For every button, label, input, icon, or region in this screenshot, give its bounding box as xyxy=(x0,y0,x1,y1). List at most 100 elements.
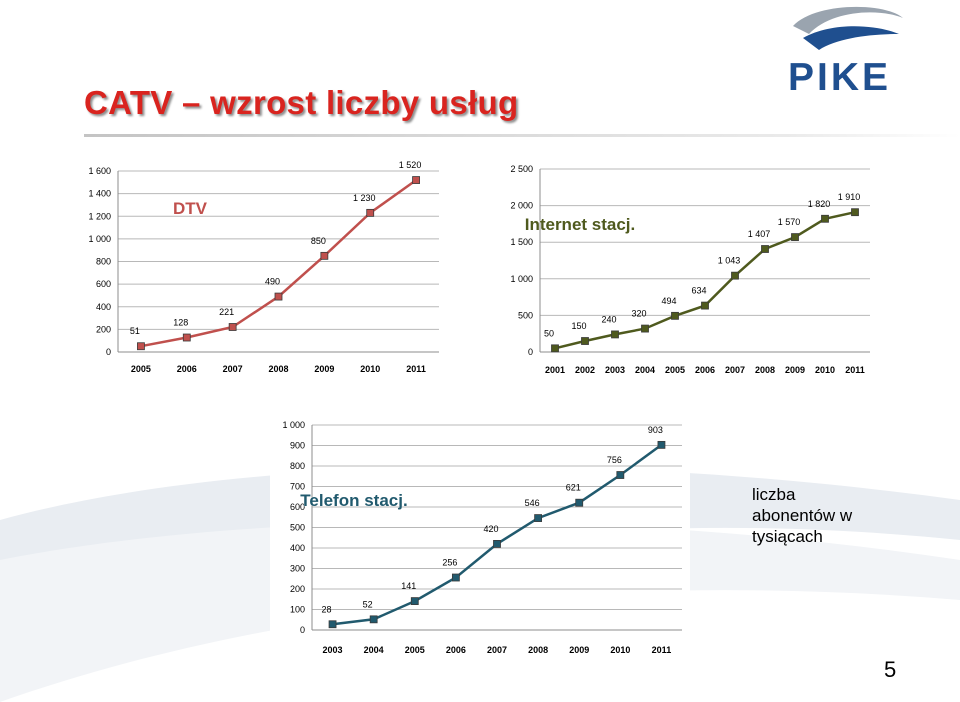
data-point xyxy=(581,337,589,345)
y-tick-label: 400 xyxy=(96,302,111,312)
data-point xyxy=(228,323,237,331)
data-label: 141 xyxy=(401,581,416,591)
data-point xyxy=(731,271,739,280)
data-label: 51 xyxy=(130,326,140,336)
data-point xyxy=(451,573,460,582)
x-tick-label: 2009 xyxy=(785,365,805,375)
x-tick-label: 2007 xyxy=(223,364,243,374)
y-tick-label: 0 xyxy=(528,347,533,357)
data-label: 903 xyxy=(648,425,663,435)
data-label: 494 xyxy=(661,296,676,306)
data-label: 1 910 xyxy=(838,192,861,202)
y-tick-label: 1 600 xyxy=(88,166,111,176)
data-point xyxy=(821,214,829,223)
data-label: 850 xyxy=(311,236,326,246)
data-point xyxy=(182,333,191,342)
data-label: 50 xyxy=(544,328,554,338)
y-tick-label: 600 xyxy=(290,502,305,512)
data-point xyxy=(761,245,769,253)
x-tick-label: 2004 xyxy=(364,645,384,655)
data-point xyxy=(611,330,619,339)
data-point xyxy=(412,176,420,184)
data-point xyxy=(410,597,419,605)
x-tick-label: 2007 xyxy=(487,645,507,655)
data-point xyxy=(641,324,649,333)
y-tick-label: 1 400 xyxy=(88,189,111,199)
y-tick-label: 600 xyxy=(96,279,111,289)
data-label: 1 043 xyxy=(718,256,741,266)
data-label: 756 xyxy=(607,455,622,465)
data-label: 1 520 xyxy=(399,160,422,170)
series-line xyxy=(332,443,663,626)
chart-dtv-svg: 0 200 400 600 800 1 000 1 200 1 400 1 600 2005 200… xyxy=(88,160,439,374)
y-tick-label: 500 xyxy=(290,523,305,533)
data-point xyxy=(851,208,859,217)
data-point xyxy=(616,471,625,479)
x-tick-label: 2011 xyxy=(652,645,672,655)
data-point xyxy=(701,301,709,310)
y-tick-label: 800 xyxy=(96,257,111,267)
y-tick-label: 1 000 xyxy=(510,274,533,284)
chart-phone-svg: 0 100 200 300 400 500 600 700 800 900 1 000 2003 200… xyxy=(282,420,682,655)
data-point xyxy=(657,440,666,449)
data-label: 128 xyxy=(173,318,188,328)
x-tick-label: 2006 xyxy=(177,364,197,374)
chart-internet: 0 500 1 000 1 500 2 000 2 500 2001 2002 2003 2004… xyxy=(502,157,880,381)
x-tick-label: 2001 xyxy=(545,365,565,375)
chart-title-internet: Internet stacj. xyxy=(525,215,636,234)
y-tick-label: 1 000 xyxy=(282,420,305,430)
data-point xyxy=(671,311,679,320)
x-tick-label: 2003 xyxy=(605,365,625,375)
x-tick-label: 2011 xyxy=(406,364,426,374)
x-tick-label: 2002 xyxy=(575,365,595,375)
y-tick-label: 0 xyxy=(300,625,305,635)
x-tick-label: 2008 xyxy=(528,645,548,655)
x-tick-label: 2009 xyxy=(314,364,334,374)
x-tick-label: 2009 xyxy=(569,645,589,655)
page-number: 5 xyxy=(884,657,897,682)
data-label: 52 xyxy=(363,599,373,609)
chart-title-dtv: DTV xyxy=(173,199,208,218)
x-tick-label: 2005 xyxy=(665,365,685,375)
x-tick-label: 2005 xyxy=(405,645,425,655)
data-label: 420 xyxy=(483,524,498,534)
x-tick-label: 2003 xyxy=(323,645,343,655)
data-point xyxy=(551,344,559,353)
data-label: 634 xyxy=(691,286,706,296)
data-point xyxy=(575,498,584,507)
pike-logo-icon xyxy=(793,6,903,50)
y-tick-label: 100 xyxy=(290,605,305,615)
x-tick-label: 2011 xyxy=(845,365,865,375)
data-label: 240 xyxy=(601,314,616,324)
chart-dtv: 0 200 400 600 800 1 000 1 200 1 400 1 600 2005 200… xyxy=(84,155,447,380)
x-tick-label: 2007 xyxy=(725,365,745,375)
data-point xyxy=(369,615,378,624)
chart-internet-svg: 0 500 1 000 1 500 2 000 2 500 2001 2002 2003 2004… xyxy=(510,164,870,375)
data-point xyxy=(328,620,337,629)
data-label: 28 xyxy=(322,604,332,614)
y-tick-label: 200 xyxy=(96,324,111,334)
x-tick-label: 2008 xyxy=(755,365,775,375)
data-point xyxy=(791,233,799,241)
data-label: 150 xyxy=(571,321,586,331)
data-point xyxy=(137,342,145,351)
data-label: 1 230 xyxy=(353,193,376,203)
x-tick-label: 2010 xyxy=(815,365,835,375)
data-label: 490 xyxy=(265,277,280,287)
data-label: 621 xyxy=(566,483,581,493)
y-tick-label: 1 200 xyxy=(88,211,111,221)
title-divider xyxy=(84,134,960,137)
y-tick-label: 900 xyxy=(290,441,305,451)
x-tick-label: 2010 xyxy=(360,364,380,374)
chart-title-phone: Telefon stacj. xyxy=(300,491,407,510)
data-point xyxy=(320,251,329,260)
slide-title: CATV – wzrost liczby usług xyxy=(84,84,519,121)
data-label: 221 xyxy=(219,307,234,317)
chart-phone: 0 100 200 300 400 500 600 700 800 900 1 000 2003 200… xyxy=(270,410,690,665)
x-tick-label: 2006 xyxy=(446,645,466,655)
x-tick-label: 2006 xyxy=(695,365,715,375)
y-tick-label: 400 xyxy=(290,543,305,553)
x-tick-label: 2004 xyxy=(635,365,655,375)
y-tick-label: 1 500 xyxy=(510,237,533,247)
data-label: 320 xyxy=(631,309,646,319)
